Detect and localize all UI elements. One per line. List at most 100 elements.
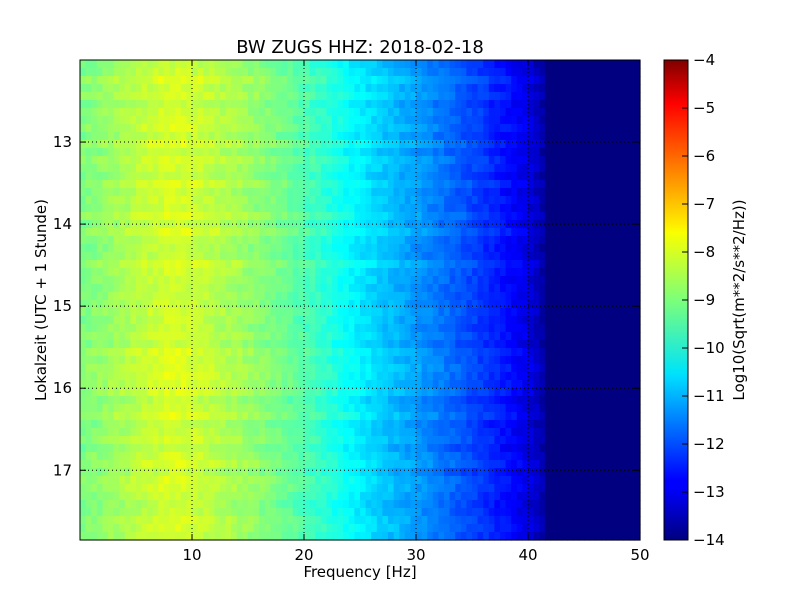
heatmap-cell [354, 204, 361, 213]
heatmap-cell [164, 236, 171, 245]
heatmap-cell [511, 116, 518, 125]
heatmap-cell [91, 236, 98, 245]
heatmap-cell [220, 396, 227, 405]
heatmap-cell [287, 244, 294, 253]
heatmap-cell [147, 116, 154, 125]
heatmap-cell [522, 348, 529, 357]
heatmap-cell [108, 180, 115, 189]
heatmap-cell [248, 292, 255, 301]
heatmap-cell [522, 412, 529, 421]
heatmap-cell [80, 324, 87, 333]
heatmap-cell [584, 148, 591, 157]
heatmap-cell [612, 148, 619, 157]
heatmap-cell [393, 412, 400, 421]
heatmap-cell [432, 372, 439, 381]
heatmap-cell [348, 228, 355, 237]
heatmap-cell [208, 316, 215, 325]
heatmap-cell [136, 180, 143, 189]
heatmap-cell [96, 404, 103, 413]
heatmap-cell [214, 452, 221, 461]
heatmap-cell [572, 108, 579, 117]
heatmap-cell [208, 108, 215, 117]
heatmap-cell [410, 372, 417, 381]
heatmap-cell [164, 444, 171, 453]
heatmap-cell [91, 68, 98, 77]
heatmap-cell [600, 300, 607, 309]
heatmap-cell [550, 356, 557, 365]
heatmap-cell [124, 356, 131, 365]
heatmap-cell [309, 156, 316, 165]
heatmap-cell [102, 116, 109, 125]
heatmap-cell [455, 172, 462, 181]
heatmap-cell [136, 260, 143, 269]
heatmap-cell [404, 284, 411, 293]
heatmap-cell [276, 372, 283, 381]
heatmap-cell [248, 356, 255, 365]
heatmap-cell [421, 444, 428, 453]
heatmap-cell [623, 180, 630, 189]
heatmap-cell [360, 156, 367, 165]
heatmap-cell [528, 428, 535, 437]
heatmap-cell [197, 436, 204, 445]
heatmap-cell [444, 436, 451, 445]
heatmap-cell [360, 428, 367, 437]
heatmap-cell [337, 76, 344, 85]
heatmap-cell [617, 388, 624, 397]
heatmap-cell [208, 220, 215, 229]
heatmap-cell [466, 180, 473, 189]
heatmap-cell [528, 196, 535, 205]
heatmap-cell [169, 148, 176, 157]
heatmap-cell [528, 188, 535, 197]
heatmap-cell [304, 148, 311, 157]
heatmap-cell [315, 228, 322, 237]
heatmap-cell [180, 132, 187, 141]
heatmap-cell [231, 132, 238, 141]
heatmap-cell [567, 188, 574, 197]
heatmap-cell [186, 116, 193, 125]
heatmap-cell [152, 244, 159, 253]
heatmap-cell [376, 164, 383, 173]
heatmap-cell [292, 148, 299, 157]
heatmap-cell [528, 100, 535, 109]
heatmap-cell [628, 212, 635, 221]
heatmap-cell [567, 388, 574, 397]
heatmap-cell [556, 268, 563, 277]
heatmap-cell [466, 412, 473, 421]
heatmap-cell [102, 204, 109, 213]
heatmap-cell [494, 108, 501, 117]
heatmap-cell [365, 76, 372, 85]
heatmap-cell [85, 76, 92, 85]
heatmap-cell [292, 188, 299, 197]
heatmap-cell [147, 196, 154, 205]
heatmap-cell [242, 132, 249, 141]
heatmap-cell [567, 268, 574, 277]
heatmap-cell [203, 220, 210, 229]
heatmap-cell [466, 204, 473, 213]
heatmap-cell [197, 340, 204, 349]
heatmap-cell [505, 140, 512, 149]
heatmap-cell [438, 404, 445, 413]
heatmap-cell [393, 372, 400, 381]
heatmap-cell [584, 332, 591, 341]
heatmap-cell [595, 428, 602, 437]
heatmap-cell [186, 356, 193, 365]
heatmap-cell [410, 276, 417, 285]
heatmap-cell [141, 84, 148, 93]
heatmap-cell [634, 300, 641, 309]
heatmap-cell [600, 444, 607, 453]
heatmap-cell [136, 172, 143, 181]
heatmap-cell [388, 180, 395, 189]
heatmap-cell [416, 228, 423, 237]
heatmap-cell [477, 108, 484, 117]
heatmap-cell [444, 372, 451, 381]
heatmap-cell [404, 188, 411, 197]
heatmap-cell [220, 380, 227, 389]
heatmap-cell [124, 92, 131, 101]
heatmap-cell [119, 452, 126, 461]
heatmap-cell [393, 228, 400, 237]
heatmap-cell [584, 276, 591, 285]
heatmap-cell [623, 348, 630, 357]
heatmap-cell [113, 76, 120, 85]
heatmap-cell [556, 284, 563, 293]
heatmap-cell [203, 164, 210, 173]
